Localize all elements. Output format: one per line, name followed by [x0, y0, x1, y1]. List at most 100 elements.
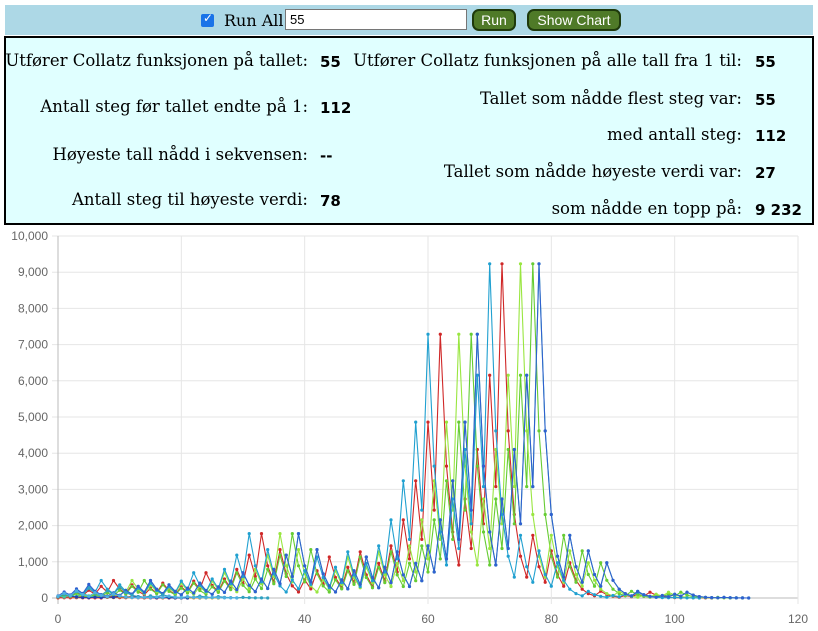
- data-point: [444, 557, 449, 561]
- data-point: [247, 596, 251, 600]
- data-point: [173, 589, 177, 593]
- data-point: [679, 594, 683, 598]
- highest-number-value: --: [320, 147, 333, 165]
- data-point: [142, 578, 146, 583]
- data-point: [685, 596, 689, 600]
- data-point: [192, 571, 196, 575]
- show-chart-button[interactable]: Show Chart: [527, 9, 621, 31]
- step-count-label: med antall steg:: [607, 125, 742, 144]
- data-point: [216, 590, 220, 594]
- single-number-label: Utfører Collatz funksjonen på tallet:: [5, 51, 308, 70]
- data-point: [204, 588, 208, 593]
- y-tick-label: 1,000: [18, 555, 48, 569]
- data-point: [198, 588, 202, 593]
- data-point: [222, 596, 227, 600]
- data-point: [327, 584, 331, 588]
- data-point: [259, 532, 264, 536]
- data-point: [290, 532, 294, 536]
- data-point: [395, 550, 399, 554]
- data-point: [679, 590, 683, 594]
- data-point: [654, 595, 658, 599]
- data-point: [204, 596, 208, 600]
- data-point: [605, 561, 609, 565]
- data-point: [555, 561, 560, 565]
- data-point: [722, 595, 726, 599]
- data-point: [555, 554, 560, 558]
- data-point: [605, 595, 609, 599]
- data-point: [592, 593, 597, 597]
- data-point: [136, 590, 140, 594]
- data-point: [241, 577, 245, 581]
- data-point: [198, 596, 202, 600]
- data-point: [229, 596, 233, 600]
- data-point: [358, 550, 362, 554]
- data-point: [259, 586, 264, 591]
- data-point: [296, 590, 301, 594]
- steps-to-peak-value: 78: [320, 192, 341, 210]
- data-point: [703, 595, 708, 599]
- number-input[interactable]: 55: [285, 9, 467, 30]
- data-point: [321, 584, 325, 588]
- data-point: [451, 497, 455, 501]
- data-point: [531, 485, 535, 489]
- data-point: [457, 563, 461, 567]
- data-point: [537, 549, 541, 553]
- data-point: [506, 546, 510, 551]
- data-point: [549, 554, 553, 558]
- data-point: [124, 595, 128, 599]
- data-point: [111, 578, 116, 583]
- data-point: [401, 579, 405, 583]
- data-point: [494, 485, 498, 489]
- data-point: [142, 590, 146, 594]
- data-point: [241, 571, 245, 575]
- data-point: [568, 533, 572, 537]
- data-point: [315, 548, 319, 552]
- data-point: [481, 530, 486, 534]
- data-point: [432, 570, 436, 574]
- data-point: [278, 582, 282, 586]
- data-point: [315, 572, 319, 576]
- data-point: [426, 332, 430, 336]
- data-point: [636, 589, 640, 593]
- data-point: [463, 447, 467, 452]
- data-point: [605, 592, 609, 596]
- data-point: [562, 575, 566, 579]
- data-point: [235, 588, 239, 592]
- data-point: [284, 553, 288, 557]
- data-point: [105, 589, 109, 593]
- data-point: [266, 567, 270, 571]
- data-point: [56, 594, 60, 598]
- data-point: [525, 485, 529, 489]
- data-point: [506, 373, 510, 377]
- data-point: [537, 429, 541, 433]
- data-point: [414, 420, 418, 424]
- data-point: [666, 595, 671, 599]
- data-point: [235, 571, 239, 575]
- data-point: [506, 429, 510, 433]
- data-point: [99, 584, 103, 588]
- data-point: [469, 530, 473, 534]
- data-point: [235, 567, 239, 571]
- data-point: [229, 579, 233, 583]
- run-button[interactable]: Run: [472, 9, 516, 31]
- data-point: [457, 420, 461, 424]
- data-point: [210, 577, 214, 581]
- data-point: [389, 550, 393, 554]
- data-point: [648, 594, 652, 598]
- data-point: [568, 549, 572, 553]
- x-tick-label: 40: [298, 612, 312, 626]
- data-point: [130, 584, 134, 588]
- run-all-checkbox[interactable]: ✓: [201, 11, 214, 27]
- data-point: [253, 564, 257, 568]
- data-point: [580, 580, 584, 584]
- data-point: [222, 590, 227, 594]
- all-numbers-label: Utfører Collatz funksjonen på alle tall …: [353, 51, 742, 70]
- data-point: [420, 544, 424, 548]
- data-point: [210, 592, 214, 596]
- data-point: [469, 546, 473, 551]
- data-point: [229, 588, 233, 592]
- data-point: [518, 554, 523, 558]
- data-point: [167, 594, 171, 598]
- data-point: [266, 564, 270, 568]
- data-point: [74, 589, 79, 593]
